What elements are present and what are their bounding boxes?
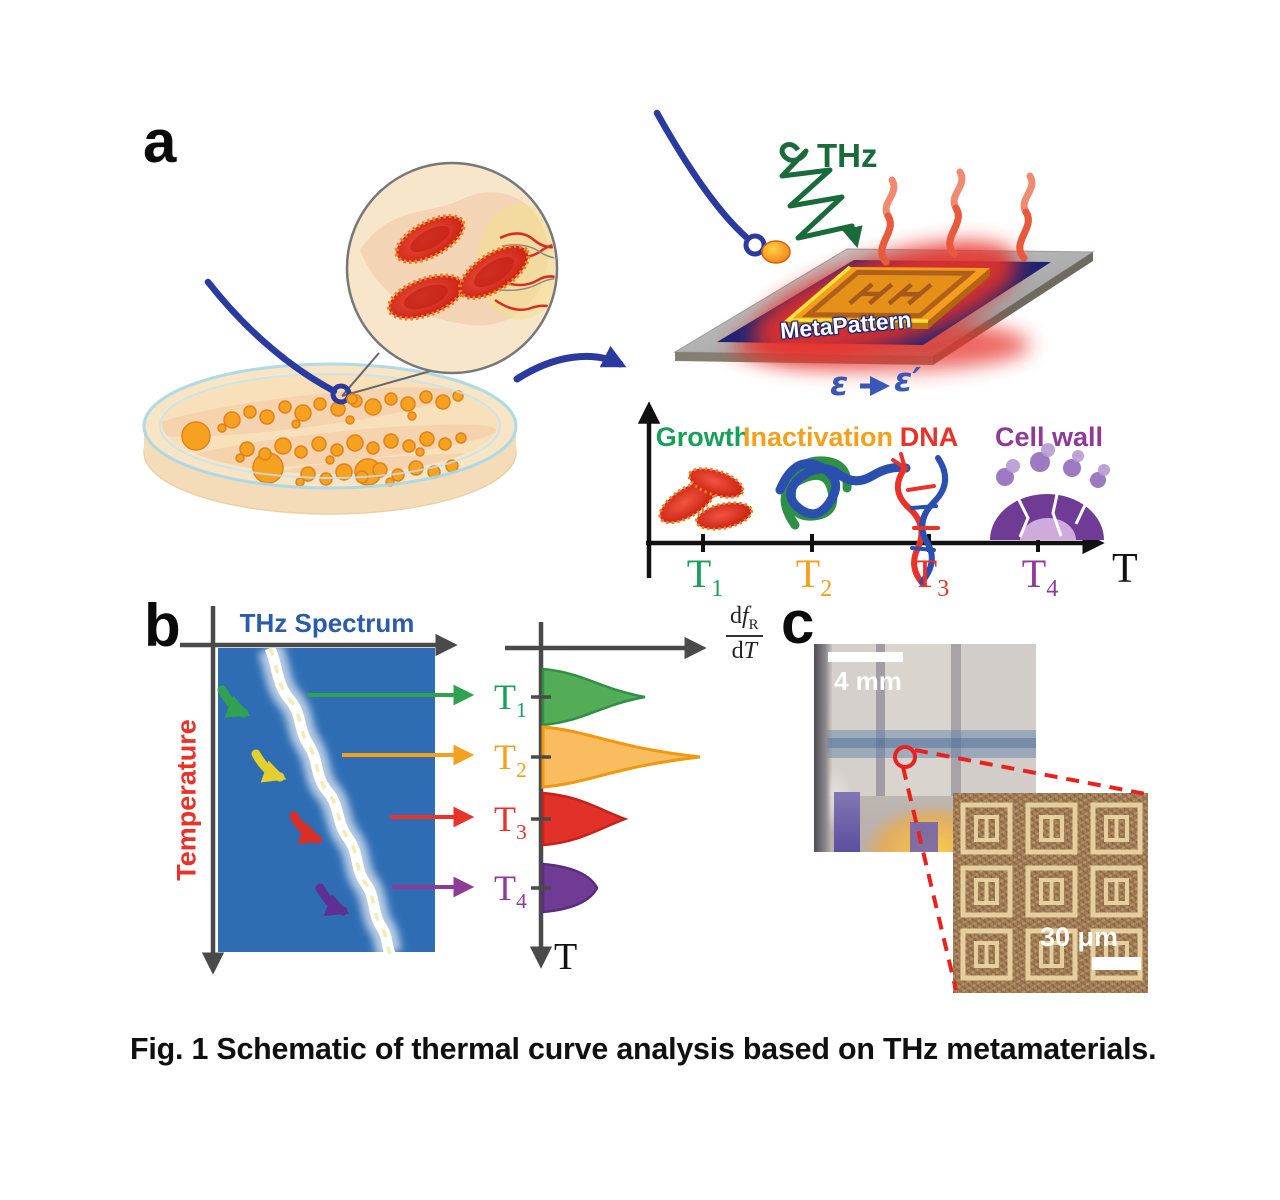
marker-t2: T2 xyxy=(494,737,527,783)
category-dna: DNA xyxy=(899,422,959,452)
photo-scale-label: 4 mm xyxy=(834,666,902,696)
peak-t4 xyxy=(541,862,599,914)
micro-scale-bar xyxy=(1092,957,1141,970)
shift-arrows xyxy=(217,685,350,917)
panel-b-t-axis-label: T xyxy=(554,936,578,978)
tick-t1: T1 xyxy=(686,551,724,602)
figure-caption: Fig. 1 Schematic of thermal curve analys… xyxy=(130,1031,1157,1066)
panel-a-axis-label: T xyxy=(1112,546,1138,592)
derivative-plot xyxy=(505,622,707,969)
zoom-callout xyxy=(893,745,1147,991)
peak-t2 xyxy=(541,725,701,789)
temperature-axis-label: Temperature xyxy=(171,719,202,881)
thz-label: THz xyxy=(817,137,878,174)
panel-a-label: a xyxy=(143,108,177,175)
transfer-arrow xyxy=(513,345,627,383)
photo-scale-bar xyxy=(828,652,903,662)
tick-t4: T4 xyxy=(1021,551,1059,602)
photo-dark-edge xyxy=(814,644,831,852)
petri-dish-illustration xyxy=(142,362,518,515)
photo-blue-band xyxy=(814,738,1036,748)
marker-t1: T1 xyxy=(494,677,527,723)
marker-t3: T3 xyxy=(494,799,527,845)
category-growth: Growth xyxy=(655,422,751,452)
epsilon-after: ε′ xyxy=(894,360,922,399)
panel-b-axes xyxy=(180,606,458,975)
epsilon-before: ε xyxy=(830,364,849,403)
thz-wave-icon xyxy=(779,142,863,249)
inactivation-icon xyxy=(775,456,911,530)
panel-c-label: c xyxy=(781,589,815,656)
panel-b-label: b xyxy=(144,592,181,659)
category-cell-wall: Cell wall xyxy=(994,422,1104,452)
micrograph-srr-array xyxy=(963,805,1140,978)
marker-t4: T4 xyxy=(494,868,527,914)
micro-scale-label: 30 μm xyxy=(1040,922,1119,952)
peak-t1 xyxy=(541,667,646,727)
photo-gap xyxy=(876,644,885,796)
metamaterial-device xyxy=(675,218,1093,383)
resonance-trace xyxy=(257,648,403,954)
photo-purple-strip xyxy=(910,822,938,852)
photo-gap xyxy=(951,644,961,796)
bacteria xyxy=(386,214,531,321)
tick-t2: T2 xyxy=(795,551,833,602)
spectrum-title: THz Spectrum xyxy=(239,608,415,638)
dna-icon xyxy=(891,452,948,587)
sample-droplet xyxy=(653,109,791,264)
heat-wave-icons xyxy=(878,168,1036,266)
marker-arrows xyxy=(307,684,475,898)
metapattern-cell xyxy=(808,272,970,315)
peak-t3 xyxy=(541,791,629,847)
category-inactivation: Inactivation xyxy=(742,422,894,452)
tick-t3: T3 xyxy=(912,551,950,602)
magnifier-inset xyxy=(341,161,559,397)
photo-purple-strip xyxy=(834,792,860,852)
cell-wall-icon xyxy=(990,443,1110,540)
inoculation-loop xyxy=(204,278,358,405)
growth-icon xyxy=(658,467,754,531)
derivative-axis-label: dfR dT xyxy=(726,603,763,665)
